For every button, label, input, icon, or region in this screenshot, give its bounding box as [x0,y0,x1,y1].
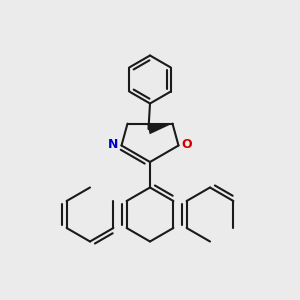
Text: O: O [182,137,192,151]
Polygon shape [147,124,172,134]
Text: N: N [108,137,118,151]
